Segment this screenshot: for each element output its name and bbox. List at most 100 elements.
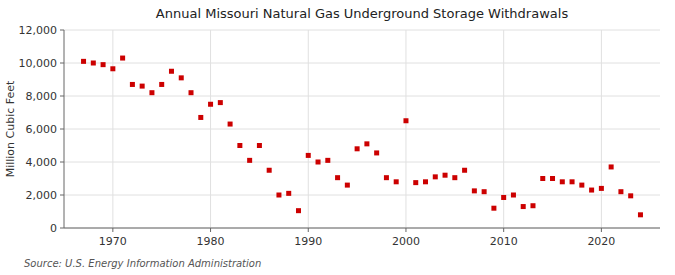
point — [218, 100, 223, 105]
point — [140, 84, 145, 89]
point — [550, 176, 555, 181]
axes: 0 2,000 4,000 6,000 8,000 10,000 12,000 1970 198… — [19, 24, 661, 248]
x-axis-line — [64, 228, 660, 229]
point — [101, 62, 106, 67]
x-tick — [405, 228, 406, 232]
point — [374, 150, 379, 155]
y-axis-label: Million Cubic Feet — [4, 80, 17, 177]
y-grid-line — [64, 30, 660, 31]
y-tick-label: 6,000 — [26, 123, 58, 136]
point — [403, 118, 408, 123]
point — [540, 176, 545, 181]
point — [394, 179, 399, 184]
x-tick — [210, 228, 211, 232]
y-tick — [60, 96, 64, 97]
point — [433, 174, 438, 179]
chart-container: 0 2,000 4,000 6,000 8,000 10,000 12,000 1970 198… — [0, 0, 675, 275]
y-tick-label: 12,000 — [19, 24, 58, 37]
point — [355, 146, 360, 151]
point — [208, 102, 213, 107]
point — [306, 153, 311, 158]
point — [286, 191, 291, 196]
x-tick — [503, 228, 504, 232]
point — [364, 141, 369, 146]
y-tick-label: 0 — [50, 222, 57, 235]
x-tick-label: 1990 — [294, 235, 322, 248]
point — [81, 59, 86, 64]
y-axis-line — [64, 30, 65, 228]
point — [110, 66, 115, 71]
y-grid-line — [64, 162, 660, 163]
y-tick-label: 4,000 — [26, 156, 58, 169]
point — [120, 56, 125, 61]
y-tick-label: 8,000 — [26, 90, 58, 103]
point — [267, 168, 272, 173]
title: Annual Missouri Natural Gas Underground … — [156, 6, 569, 21]
point — [276, 193, 281, 198]
point — [257, 143, 262, 148]
x-tick-label: 2000 — [392, 235, 420, 248]
point — [179, 75, 184, 80]
y-tick-label: 10,000 — [19, 57, 58, 70]
point — [413, 180, 418, 185]
point — [423, 179, 428, 184]
point — [384, 175, 389, 180]
x-tick — [308, 228, 309, 232]
point — [237, 143, 242, 148]
point — [609, 164, 614, 169]
y-tick — [60, 195, 64, 196]
point — [560, 179, 565, 184]
point — [638, 212, 643, 217]
x-tick-label: 1970 — [99, 235, 127, 248]
y-grid-line — [64, 228, 660, 229]
point — [189, 90, 194, 95]
point — [345, 183, 350, 188]
x-tick-label: 2010 — [490, 235, 518, 248]
y-tick — [60, 129, 64, 130]
x-tick-label: 1980 — [197, 235, 225, 248]
point — [130, 82, 135, 87]
point — [579, 183, 584, 188]
y-tick — [60, 228, 64, 229]
point — [159, 82, 164, 87]
x-tick — [601, 228, 602, 232]
point — [325, 158, 330, 163]
point — [169, 69, 174, 74]
x-tick-label: 2020 — [587, 235, 615, 248]
chart-svg: 0 2,000 4,000 6,000 8,000 10,000 12,000 1970 198… — [0, 0, 675, 275]
point — [570, 179, 575, 184]
point — [618, 189, 623, 194]
point — [91, 61, 96, 66]
point — [296, 208, 301, 213]
point — [501, 195, 506, 200]
y-grid-line — [64, 63, 660, 64]
point — [521, 204, 526, 209]
y-tick-label: 2,000 — [26, 189, 58, 202]
point — [462, 168, 467, 173]
y-grid-line — [64, 129, 660, 130]
y-tick — [60, 30, 64, 31]
grid — [64, 30, 660, 228]
point — [482, 189, 487, 194]
point — [491, 206, 496, 211]
point — [472, 188, 477, 193]
point — [511, 193, 516, 198]
point — [443, 173, 448, 178]
point — [628, 193, 633, 198]
x-grid-line — [405, 30, 406, 228]
x-grid-line — [308, 30, 309, 228]
y-tick — [60, 63, 64, 64]
point — [247, 158, 252, 163]
point — [198, 115, 203, 120]
point — [316, 160, 321, 165]
marks — [81, 56, 643, 218]
x-grid-line — [112, 30, 113, 228]
y-tick — [60, 162, 64, 163]
point — [599, 186, 604, 191]
point — [452, 175, 457, 180]
point — [530, 203, 535, 208]
x-grid-line — [210, 30, 211, 228]
y-grid-line — [64, 195, 660, 196]
y-grid-line — [64, 96, 660, 97]
source-note: Source: U.S. Energy Information Administ… — [24, 258, 261, 269]
